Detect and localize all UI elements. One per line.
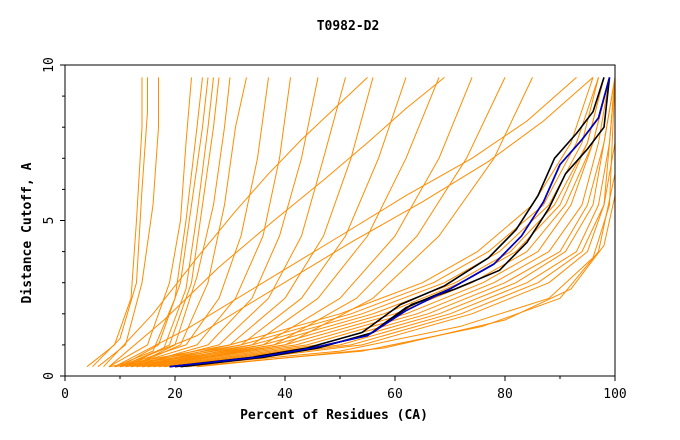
series-line-model-band1-5 bbox=[125, 77, 220, 368]
series-line-model-band1-3 bbox=[119, 77, 209, 368]
y-tick-label: 10 bbox=[42, 57, 57, 73]
y-tick-label: 0 bbox=[42, 372, 57, 380]
series-line-model-steep-2 bbox=[92, 77, 148, 368]
series-line-model-band2-11 bbox=[163, 77, 616, 368]
x-tick-label: 100 bbox=[603, 387, 626, 402]
series-line-highlight-model bbox=[169, 77, 611, 368]
series-line-model-band2-4 bbox=[125, 77, 605, 368]
series-line-model-band2-13 bbox=[185, 77, 616, 368]
series-line-model-band2-2 bbox=[114, 77, 599, 368]
series-line-model-band1-1 bbox=[108, 77, 192, 368]
series-line-model-top-3 bbox=[108, 77, 445, 368]
series-line-model-low-1 bbox=[174, 77, 616, 368]
series-line-model-mid-4 bbox=[130, 77, 346, 368]
series-line-best-model-2 bbox=[169, 77, 605, 368]
x-tick-label: 80 bbox=[497, 387, 513, 402]
series-line-model-top-1 bbox=[114, 77, 577, 368]
series-line-model-band1-6 bbox=[130, 77, 231, 368]
series-line-model-mid-3 bbox=[130, 77, 319, 368]
chart-title: T0982-D2 bbox=[317, 19, 380, 34]
series-line-model-top-2 bbox=[119, 77, 594, 368]
series-line-model-mid-6 bbox=[136, 77, 407, 368]
series-line-model-band2-1 bbox=[108, 77, 594, 368]
series-line-model-band2-5 bbox=[130, 77, 605, 368]
series-line-model-mid-2 bbox=[125, 77, 291, 368]
x-tick-label: 20 bbox=[167, 387, 183, 402]
series-line-model-band1-2 bbox=[114, 77, 203, 368]
series-line-model-mid-5 bbox=[136, 77, 374, 368]
series-line-model-low-3 bbox=[196, 195, 616, 368]
x-tick-label: 0 bbox=[61, 387, 69, 402]
series-line-model-mid-1 bbox=[119, 77, 269, 368]
x-axis-label: Percent of Residues (CA) bbox=[240, 408, 428, 423]
series-layer bbox=[86, 77, 616, 368]
series-line-model-band2-8 bbox=[147, 77, 610, 368]
series-line-model-band1-4 bbox=[119, 77, 214, 368]
x-tick-label: 60 bbox=[387, 387, 403, 402]
series-line-model-band2-6 bbox=[136, 77, 610, 368]
series-line-model-band2-12 bbox=[174, 77, 616, 368]
series-line-model-steep-3 bbox=[97, 77, 159, 368]
series-line-model-band1-7 bbox=[130, 77, 247, 368]
y-axis-label: Distance Cutoff, A bbox=[20, 162, 35, 303]
y-axis-ticks: 0 5 10 bbox=[42, 57, 65, 380]
series-line-model-band2-3 bbox=[119, 77, 599, 368]
series-line-model-band2-7 bbox=[141, 77, 610, 368]
series-line-model-mid-7 bbox=[141, 77, 440, 368]
x-axis-ticks: 0 20 40 60 80 100 bbox=[61, 376, 627, 402]
series-line-best-model-3 bbox=[180, 77, 611, 368]
y-tick-label: 5 bbox=[42, 217, 57, 225]
series-line-model-steep-1 bbox=[86, 77, 143, 368]
series-line-model-top-4 bbox=[103, 77, 368, 368]
x-tick-label: 40 bbox=[277, 387, 293, 402]
